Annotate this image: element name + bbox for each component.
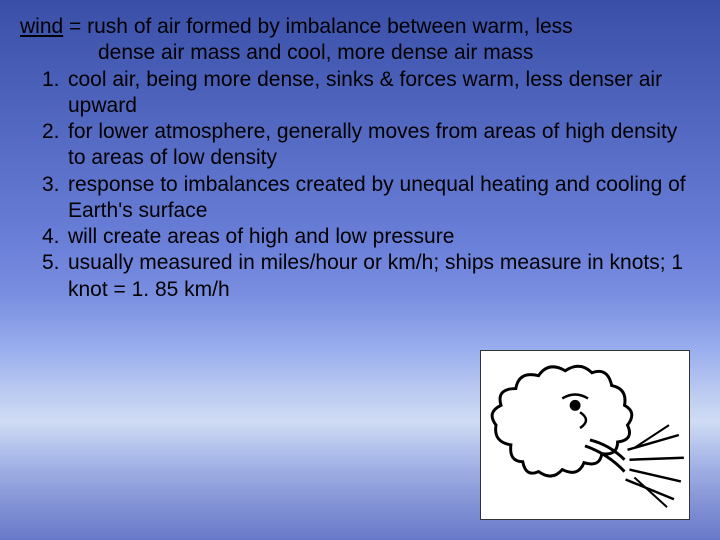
- item-number: 5.: [42, 250, 68, 276]
- term: wind: [20, 15, 63, 38]
- slide-content: wind = rush of air formed by imbalance b…: [0, 0, 720, 303]
- wind-cloud-icon: [481, 351, 689, 519]
- list-item: 1.cool air, being more dense, sinks & fo…: [20, 67, 700, 120]
- definition-text-2: dense air mass and cool, more dense air …: [20, 40, 700, 66]
- item-text: for lower atmosphere, generally moves fr…: [68, 120, 677, 169]
- item-text: will create areas of high and low pressu…: [68, 225, 454, 248]
- points-list: 1.cool air, being more dense, sinks & fo…: [20, 67, 700, 303]
- list-item: 4.will create areas of high and low pres…: [20, 224, 700, 250]
- item-number: 3.: [42, 172, 68, 198]
- item-text: response to imbalances created by unequa…: [68, 173, 686, 222]
- item-text: cool air, being more dense, sinks & forc…: [68, 68, 662, 117]
- wind-cloud-illustration: [480, 350, 690, 520]
- list-item: 2.for lower atmosphere, generally moves …: [20, 119, 700, 172]
- definition-text-1: = rush of air formed by imbalance betwee…: [63, 15, 572, 38]
- item-number: 1.: [42, 67, 68, 93]
- item-text: usually measured in miles/hour or km/h; …: [68, 251, 683, 300]
- list-item: 3.response to imbalances created by uneq…: [20, 172, 700, 225]
- item-number: 4.: [42, 224, 68, 250]
- list-item: 5.usually measured in miles/hour or km/h…: [20, 250, 700, 303]
- item-number: 2.: [42, 119, 68, 145]
- definition: wind = rush of air formed by imbalance b…: [20, 14, 700, 67]
